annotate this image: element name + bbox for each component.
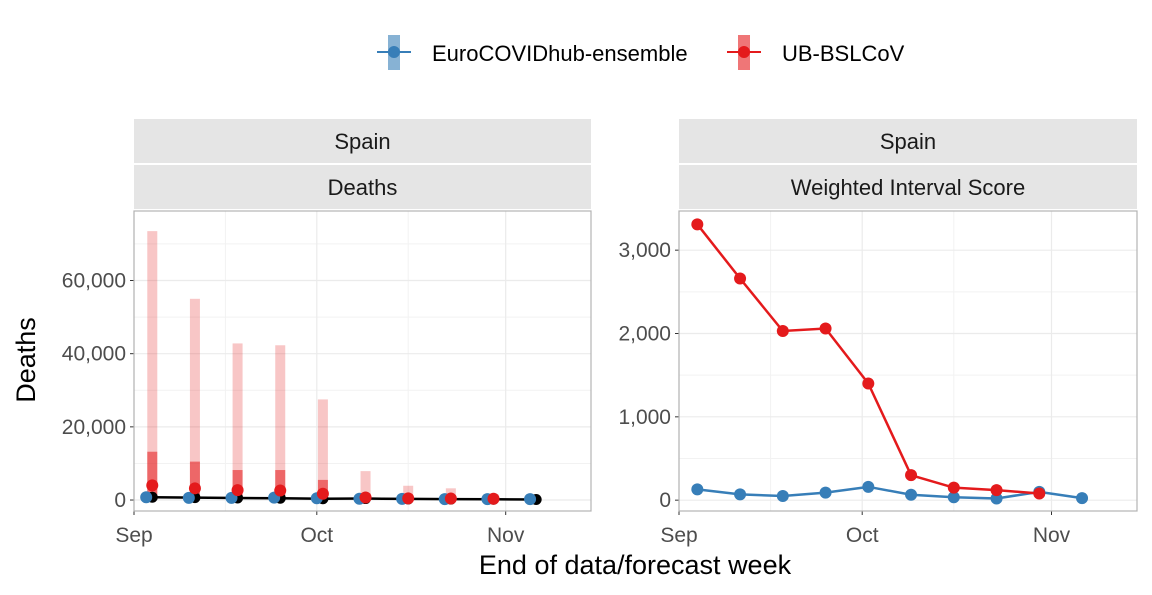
plot-background	[134, 211, 591, 511]
median-point	[140, 491, 153, 504]
observed-line	[152, 496, 537, 501]
median-point	[524, 493, 537, 506]
median-point	[188, 482, 201, 495]
strip-bottom-label: Weighted Interval Score	[791, 175, 1025, 200]
series-point	[819, 322, 832, 335]
series-point	[734, 488, 747, 501]
median-point	[182, 491, 195, 504]
median-point	[402, 492, 415, 505]
series-point	[819, 486, 832, 499]
x-axis-title: End of data/forecast week	[479, 550, 792, 580]
series-point	[990, 484, 1003, 497]
series-point	[734, 272, 747, 285]
series-line	[697, 485, 1083, 500]
median-point	[487, 492, 500, 505]
series-point	[905, 469, 918, 482]
strip-top	[134, 119, 591, 163]
legend-label-ensemble: EuroCOVIDhub-ensemble	[432, 41, 688, 66]
series-point	[1033, 487, 1046, 500]
plot-area-wis: 0 1,000 2,000 3,000 Sep Oct Nov	[618, 210, 1138, 547]
series-point	[776, 490, 789, 502]
y-tick-label: 0	[659, 489, 671, 512]
strip-top	[679, 119, 1137, 163]
interval-90-bar	[147, 231, 158, 500]
interval-90-bar	[317, 399, 328, 500]
x-tick-label: Oct	[300, 524, 333, 547]
y-tick-label: 0	[114, 489, 126, 512]
median-point	[146, 479, 159, 492]
interval-50-bar	[189, 461, 200, 498]
plot-area-deaths: 0 20,000 40,000 60,000 Sep Oct Nov	[62, 210, 592, 547]
panel-border	[678, 210, 1138, 512]
median-point	[316, 487, 329, 500]
y-tick-label: 1,000	[618, 406, 671, 429]
series-point	[862, 377, 875, 390]
series-point	[691, 483, 704, 496]
legend-key-ensemble	[377, 35, 411, 70]
strip-bottom	[679, 165, 1137, 209]
y-tick-label: 2,000	[618, 323, 671, 346]
y-tick-label: 40,000	[62, 343, 126, 366]
series-point	[862, 480, 875, 493]
x-tick-label: Oct	[846, 524, 879, 547]
x-tick-label: Nov	[1033, 524, 1071, 547]
panel-border	[133, 210, 592, 512]
plot-background	[679, 211, 1137, 511]
median-point	[274, 484, 287, 497]
y-tick-label: 20,000	[62, 416, 126, 439]
legend-key-ub-bslcov	[727, 35, 761, 70]
interval-90-bar	[189, 298, 200, 500]
interval-50-bar	[147, 451, 158, 498]
series-point	[947, 481, 960, 494]
strip-bottom-label: Deaths	[328, 175, 398, 200]
strip-top-label: Spain	[880, 129, 936, 154]
series-point	[691, 218, 704, 231]
median-point	[359, 491, 372, 504]
interval-90-bar	[360, 471, 371, 500]
x-tick-label: Sep	[115, 524, 152, 547]
strip-top-label: Spain	[334, 129, 390, 154]
median-point	[444, 492, 457, 505]
interval-90-bar	[275, 345, 286, 500]
series-point	[905, 488, 918, 501]
median-point	[231, 484, 244, 497]
y-tick-label: 60,000	[62, 270, 126, 293]
legend: EuroCOVIDhub-ensemble UB-BSLCoV	[377, 35, 905, 70]
series-point	[1076, 492, 1089, 505]
panel-wis: Spain Weighted Interval Score 0 1,000 2,00…	[618, 119, 1138, 547]
panel-deaths: Spain Deaths 0 20,000 40,000 60,000 Sep Oct No…	[62, 119, 592, 547]
legend-label-ub-bslcov: UB-BSLCoV	[782, 41, 905, 66]
strip-bottom	[134, 165, 591, 209]
x-tick-label: Nov	[487, 524, 525, 547]
series-point	[990, 492, 1003, 505]
y-axis-title: Deaths	[11, 317, 41, 403]
interval-50-bar	[275, 470, 286, 499]
series-point	[776, 325, 789, 337]
interval-50-bar	[232, 470, 243, 499]
x-tick-label: Sep	[660, 524, 697, 547]
interval-90-bar	[232, 343, 243, 500]
y-tick-label: 3,000	[618, 239, 671, 262]
series-point	[947, 491, 960, 504]
